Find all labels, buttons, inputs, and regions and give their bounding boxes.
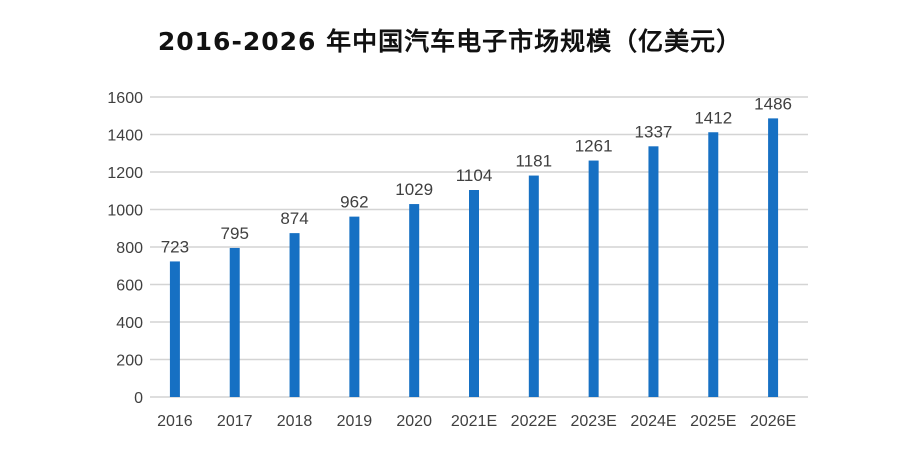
y-tick-label: 400 [116, 315, 143, 332]
x-tick-label: 2025E [690, 413, 736, 430]
x-tick-label: 2024E [630, 413, 676, 430]
bar-2026e [768, 118, 779, 397]
y-tick-label: 1400 [107, 128, 143, 145]
bar-2021e [469, 190, 479, 397]
bar-2016 [169, 261, 180, 397]
x-tick-label: 2023E [571, 413, 617, 430]
data-label: 1337 [635, 122, 673, 141]
x-tick-label: 2021E [451, 413, 497, 430]
bar-2024e [648, 146, 659, 397]
data-label: 1261 [575, 137, 613, 156]
data-label: 962 [340, 193, 368, 212]
data-label: 1412 [694, 108, 732, 127]
data-label: 723 [161, 237, 189, 256]
data-label: 874 [280, 209, 308, 228]
x-axis-ticks: 2016 2017 2018 2019 2020 2021E 2022E 2023E 2024E… [157, 413, 796, 430]
data-label: 1181 [516, 152, 553, 171]
y-tick-label: 0 [134, 390, 143, 407]
bar-2022e [528, 175, 539, 397]
bar-2018 [289, 233, 300, 397]
data-label: 1029 [395, 180, 433, 199]
y-tick-label: 1600 [107, 90, 143, 107]
data-labels: 723 795 874 962 1029 1104 1181 1261 1337 1412 1486 [161, 94, 792, 256]
chart-title: 2016-2026 年中国汽车电子市场规模（亿美元） [157, 27, 743, 56]
x-tick-label: 2016 [157, 413, 193, 430]
bar-2017 [229, 247, 240, 397]
x-tick-label: 2017 [217, 413, 253, 430]
bar-2023e [588, 160, 599, 397]
bar-2020 [409, 204, 420, 397]
y-tick-label: 1000 [107, 203, 143, 220]
y-axis-ticks: 0 200 400 600 800 1000 1200 1400 1600 [107, 90, 143, 407]
x-tick-label: 2018 [277, 413, 313, 430]
x-tick-label: 2020 [396, 413, 432, 430]
data-label: 1486 [754, 94, 792, 113]
bar-2025e [708, 132, 719, 397]
y-tick-label: 600 [116, 278, 143, 295]
y-tick-label: 1200 [107, 165, 143, 182]
y-tick-label: 200 [116, 353, 143, 370]
bar-2019 [349, 216, 360, 397]
bars [169, 118, 779, 397]
data-label: 795 [221, 224, 249, 243]
x-tick-label: 2019 [337, 413, 373, 430]
y-tick-label: 800 [116, 240, 143, 257]
data-label: 1104 [456, 166, 493, 185]
x-tick-label: 2022E [511, 413, 557, 430]
x-tick-label: 2026E [750, 413, 796, 430]
